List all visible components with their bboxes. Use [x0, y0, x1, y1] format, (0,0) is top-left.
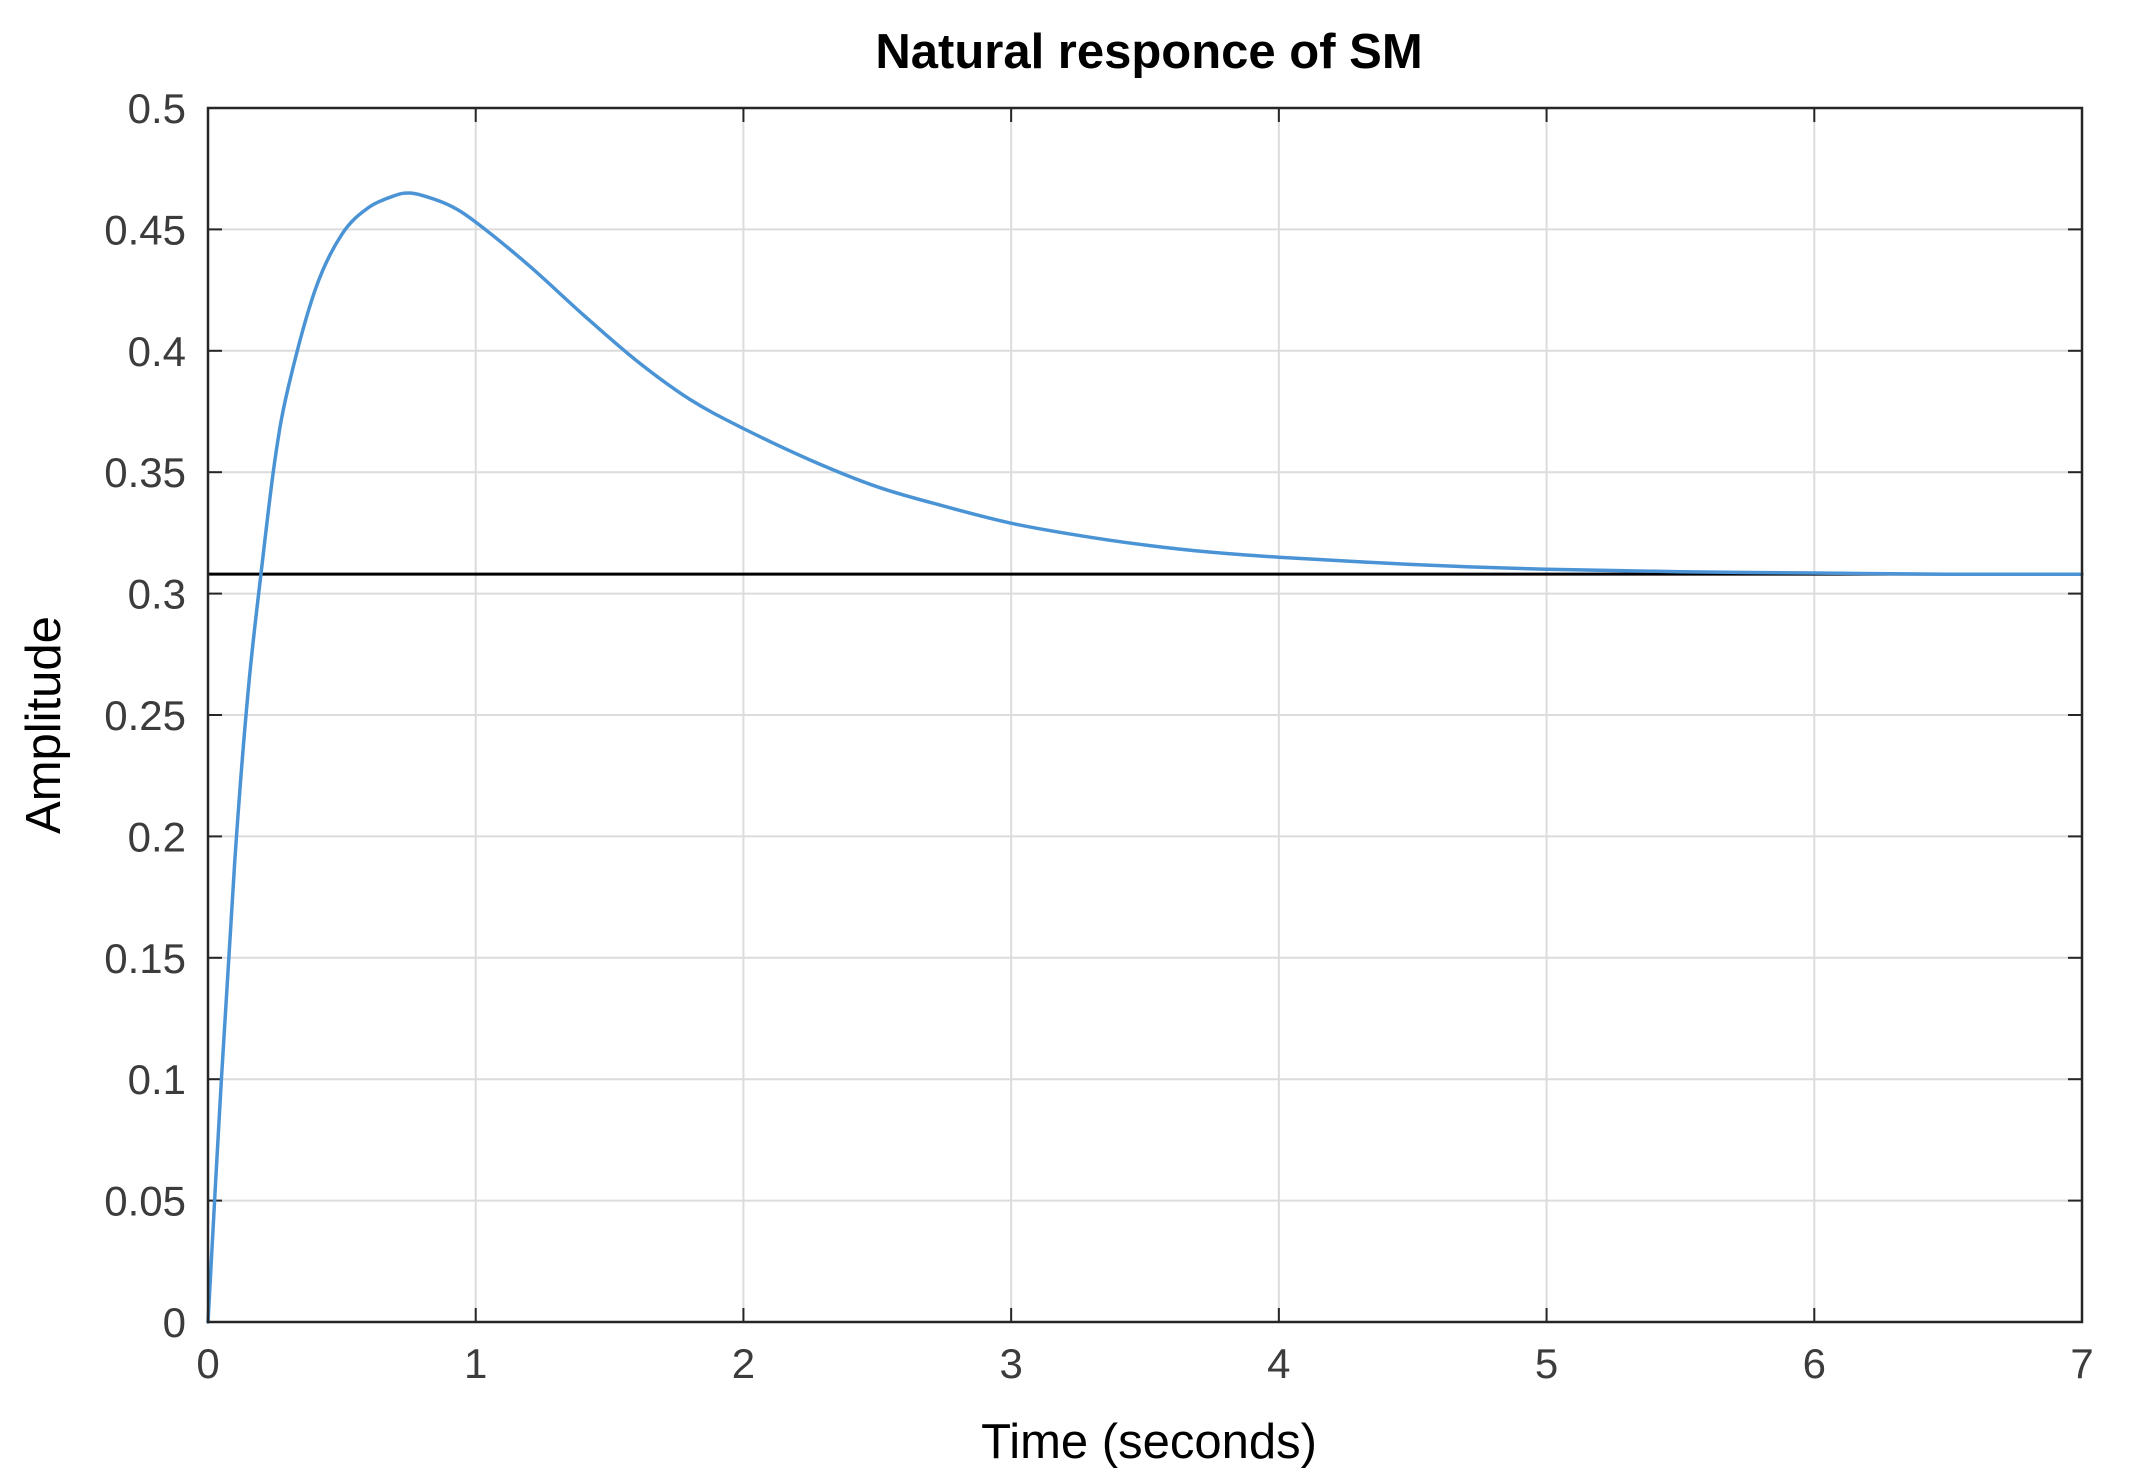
x-tick-label: 5: [1535, 1340, 1558, 1387]
x-tick-label: 7: [2070, 1340, 2093, 1387]
y-tick-label: 0.25: [104, 692, 186, 739]
series-line: [206, 191, 2084, 1324]
y-tick-label: 0: [163, 1299, 186, 1346]
x-tick-label: 1: [464, 1340, 487, 1387]
chart-title: Natural responce of SM: [875, 25, 1422, 79]
y-tick-label: 0.1: [128, 1056, 186, 1103]
x-tick-label: 3: [999, 1340, 1022, 1387]
x-tick-label: 2: [732, 1340, 755, 1387]
y-axis-label: Amplitude: [17, 616, 71, 834]
y-axis-ticks: 0 0.05 0.1 0.15 0.2 0.25 0.3 0.35 0.4 0.45 0.5: [104, 85, 2082, 1346]
x-tick-label: 6: [1803, 1340, 1826, 1387]
plot-frame: [206, 106, 2084, 1324]
y-tick-label: 0.4: [128, 328, 186, 375]
y-tick-label: 0.15: [104, 935, 186, 982]
x-axis-label: Time (seconds): [981, 1415, 1317, 1469]
y-tick-label: 0.5: [128, 85, 186, 132]
y-tick-label: 0.35: [104, 449, 186, 496]
y-tick-label: 0.05: [104, 1178, 186, 1225]
x-tick-label: 0: [196, 1340, 219, 1387]
y-tick-label: 0.45: [104, 206, 186, 253]
x-tick-label: 4: [1267, 1340, 1290, 1387]
y-tick-label: 0.2: [128, 813, 186, 860]
series-group: [206, 191, 2084, 1324]
y-tick-label: 0.3: [128, 571, 186, 618]
